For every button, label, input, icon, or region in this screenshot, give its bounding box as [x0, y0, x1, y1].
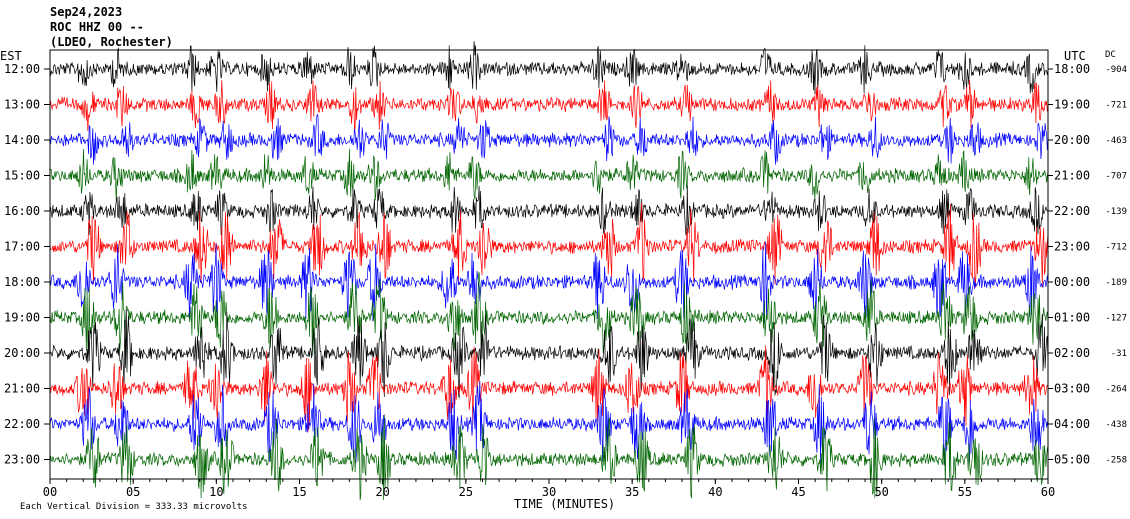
x-tick-label: 10 — [209, 485, 223, 499]
header-network: (LDEO, Rochester) — [50, 35, 173, 49]
left-time-label: 19:00 — [4, 311, 40, 325]
left-time-label: 23:00 — [4, 453, 40, 467]
right-time-label: 20:00 — [1054, 133, 1090, 147]
x-tick-label: 30 — [542, 485, 556, 499]
x-tick-label: 60 — [1041, 485, 1055, 499]
seismic-traces — [49, 41, 1049, 501]
right-time-label: 00:00 — [1054, 275, 1090, 289]
trace-line-8 — [49, 308, 1049, 399]
trace-line-1 — [49, 80, 1049, 131]
trace-line-5 — [49, 202, 1049, 288]
dc-offset-label: -264 — [1105, 385, 1127, 395]
x-axis-ticks: 00 05 10 15 20 25 30 35 40 45 50 55 60 — [43, 479, 1055, 499]
x-tick-label: 50 — [874, 485, 888, 499]
header-station: ROC HHZ 00 -- — [50, 20, 144, 34]
x-tick-label: 55 — [958, 485, 972, 499]
right-time-label: 02:00 — [1054, 346, 1090, 360]
x-tick-label: 15 — [292, 485, 306, 499]
left-time-label: 15:00 — [4, 169, 40, 183]
right-time-label: 05:00 — [1054, 453, 1090, 467]
right-time-label: 19:00 — [1054, 98, 1090, 112]
trace-line-4 — [49, 184, 1049, 236]
dc-offset-label: -904 — [1105, 65, 1127, 75]
left-time-labels: 12:00 13:00 14:00 15:00 16:00 17:00 18:00 19:00… — [4, 62, 50, 467]
right-time-label: 03:00 — [1054, 382, 1090, 396]
dc-offset-label: -707 — [1105, 172, 1127, 182]
left-time-label: 20:00 — [4, 346, 40, 360]
trace-line-6 — [49, 241, 1049, 324]
x-tick-label: 25 — [459, 485, 473, 499]
left-time-label: 13:00 — [4, 98, 40, 112]
dc-offset-label: -463 — [1105, 136, 1127, 146]
dc-offset-label: -721 — [1105, 101, 1127, 111]
dc-offset-label: -712 — [1105, 243, 1127, 253]
right-time-label: 18:00 — [1054, 62, 1090, 76]
trace-line-0 — [49, 41, 1049, 95]
right-time-label: 01:00 — [1054, 311, 1090, 325]
dc-offset-label: -258 — [1105, 456, 1127, 466]
x-tick-label: 20 — [375, 485, 389, 499]
right-time-label: 23:00 — [1054, 240, 1090, 254]
dc-offset-labels: -904 -721 -463 -707 -139 -712 -189 -127 -31 -264 -… — [1105, 65, 1127, 466]
right-time-label: 21:00 — [1054, 169, 1090, 183]
dc-header-label: DC — [1105, 50, 1116, 60]
dc-offset-label: -139 — [1105, 207, 1127, 217]
x-tick-label: 00 — [43, 485, 57, 499]
trace-line-7 — [49, 271, 1049, 356]
header-date: Sep24,2023 — [50, 5, 122, 19]
dc-offset-label: -127 — [1105, 314, 1127, 324]
left-time-label: 16:00 — [4, 204, 40, 218]
trace-line-2 — [49, 114, 1049, 165]
dc-offset-label: -189 — [1105, 278, 1127, 288]
trace-line-9 — [49, 345, 1049, 432]
footer-note: Each Vertical Division = 333.33 microvol… — [20, 502, 248, 512]
trace-line-11 — [49, 414, 1049, 501]
right-time-label: 04:00 — [1054, 417, 1090, 431]
right-time-labels: 18:00 19:00 20:00 21:00 22:00 23:00 00:00 01:00… — [1048, 62, 1090, 467]
left-time-label: 12:00 — [4, 62, 40, 76]
dc-offset-label: -438 — [1105, 420, 1127, 430]
x-tick-label: 40 — [708, 485, 722, 499]
dc-offset-label: -31 — [1111, 349, 1127, 359]
trace-line-3 — [49, 148, 1049, 202]
right-time-label: 22:00 — [1054, 204, 1090, 218]
x-tick-label: 35 — [625, 485, 639, 499]
x-tick-label: 45 — [791, 485, 805, 499]
left-time-label: 18:00 — [4, 275, 40, 289]
plot-frame — [49, 49, 1049, 480]
left-timezone-label: EST — [0, 49, 22, 63]
right-timezone-label: UTC — [1064, 49, 1086, 63]
left-time-label: 17:00 — [4, 240, 40, 254]
left-time-label: 21:00 — [4, 382, 40, 396]
plot-border — [49, 49, 1049, 480]
left-time-label: 14:00 — [4, 133, 40, 147]
x-axis-label: TIME (MINUTES) — [514, 497, 615, 511]
x-tick-label: 05 — [126, 485, 140, 499]
trace-line-10 — [49, 381, 1049, 466]
left-time-label: 22:00 — [4, 417, 40, 431]
